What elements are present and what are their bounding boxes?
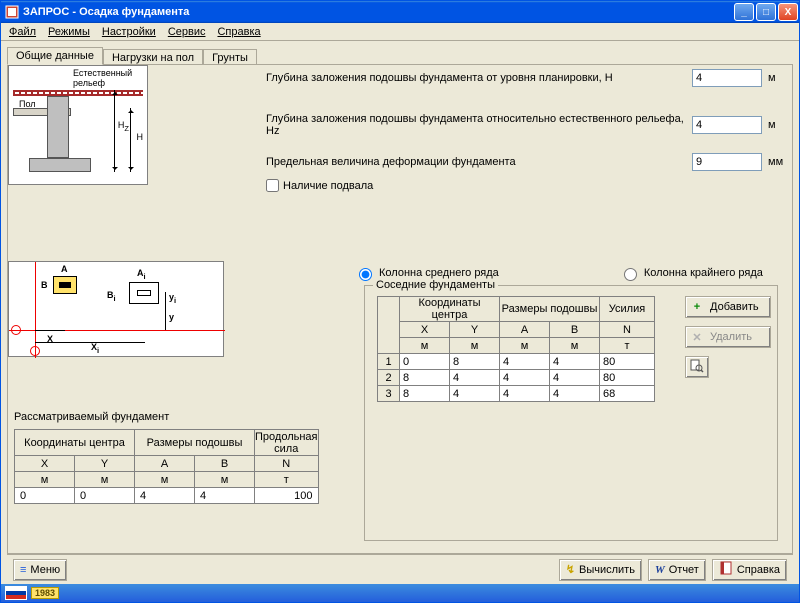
taskbar-year: 1983: [31, 587, 59, 599]
add-button[interactable]: + Добавить: [685, 296, 771, 318]
taskbar[interactable]: 1983: [1, 584, 799, 602]
neighbors-group: Соседние фундаменты Координаты центра Ра…: [364, 285, 778, 541]
delete-button[interactable]: ✕ Удалить: [685, 326, 771, 348]
minimize-button[interactable]: _: [734, 3, 754, 21]
plus-icon: +: [690, 300, 704, 314]
label-depth-nat: Глубина заложения подошвы фундамента отн…: [266, 113, 692, 137]
section-sketch: Естественный рельеф Пол HZ H: [8, 65, 148, 185]
tab-strip: Общие данные Нагрузки на пол Грунты: [7, 45, 793, 65]
table-row: 1 08 44 80: [378, 354, 655, 370]
delete-icon: ✕: [690, 330, 704, 344]
current-Y[interactable]: [78, 488, 131, 503]
report-button[interactable]: W Отчет: [648, 559, 706, 581]
menu-file[interactable]: Файл: [3, 25, 42, 39]
menu-modes[interactable]: Режимы: [42, 25, 96, 39]
tab-general[interactable]: Общие данные: [7, 47, 103, 65]
calculate-button[interactable]: ↯ Вычислить: [559, 559, 642, 581]
unit-deform: мм: [768, 156, 792, 168]
radio-edge[interactable]: Колонна крайнего ряда: [619, 265, 763, 281]
app-window: ЗАПРОС - Осадка фундамента _ □ X Файл Ре…: [0, 0, 800, 603]
word-icon: W: [655, 564, 665, 576]
menu-button[interactable]: ≡ Меню: [13, 559, 67, 581]
maximize-button[interactable]: □: [756, 3, 776, 21]
preview-button[interactable]: [685, 356, 709, 378]
current-foundation-table[interactable]: Координаты центра Размеры подошвы Продол…: [14, 429, 319, 504]
help-button[interactable]: Справка: [712, 559, 787, 581]
input-depth-nat[interactable]: [692, 116, 762, 134]
close-button[interactable]: X: [778, 3, 798, 21]
input-depth-plan[interactable]: [692, 69, 762, 87]
menu-help[interactable]: Справка: [211, 25, 266, 39]
unit-depth-nat: м: [768, 119, 792, 131]
label-depth-plan: Глубина заложения подошвы фундамента от …: [266, 72, 692, 84]
client-area: Общие данные Нагрузки на пол Грунты Есте…: [1, 41, 799, 584]
flag-icon: [5, 586, 27, 600]
neighbors-table[interactable]: Координаты центра Размеры подошвы Усилия…: [377, 296, 655, 402]
table-row: 2 84 44 80: [378, 370, 655, 386]
magnifier-icon: [690, 359, 704, 376]
basement-checkbox-row: Наличие подвала: [266, 179, 373, 192]
window-title: ЗАПРОС - Осадка фундамента: [23, 6, 189, 18]
menu-bar: Файл Режимы Настройки Сервис Справка: [1, 23, 799, 41]
unit-depth-plan: м: [768, 72, 792, 84]
basement-checkbox[interactable]: [266, 179, 279, 192]
bolt-icon: ↯: [566, 563, 575, 576]
table-row: [15, 488, 319, 504]
bottom-toolbar: ≡ Меню ↯ Вычислить W Отчет Справка: [7, 554, 793, 584]
plan-sketch: A B Ai Bi X Xi yi y: [8, 261, 224, 357]
current-foundation-label: Рассматриваемый фундамент: [14, 411, 169, 423]
current-X[interactable]: [18, 488, 71, 503]
input-deform[interactable]: [692, 153, 762, 171]
label-deform: Предельная величина деформации фундамент…: [266, 156, 692, 168]
menu-icon: ≡: [20, 564, 26, 576]
basement-label: Наличие подвала: [283, 180, 373, 192]
menu-settings[interactable]: Настройки: [96, 25, 162, 39]
menu-service[interactable]: Сервис: [162, 25, 212, 39]
title-bar[interactable]: ЗАПРОС - Осадка фундамента _ □ X: [1, 1, 799, 23]
neighbors-legend: Соседние фундаменты: [373, 279, 498, 291]
current-A[interactable]: [138, 488, 191, 503]
current-B[interactable]: [198, 488, 251, 503]
table-row: 3 84 44 68: [378, 386, 655, 402]
current-N[interactable]: [258, 488, 315, 503]
tab-panel: Естественный рельеф Пол HZ H Глубина зал…: [7, 64, 793, 554]
app-icon: [5, 5, 19, 19]
help-icon: [719, 561, 733, 578]
